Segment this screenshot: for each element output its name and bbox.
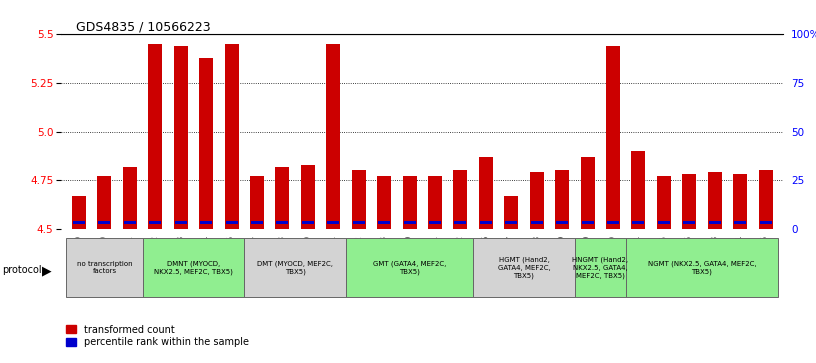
Bar	[301, 164, 315, 229]
Text: NGMT (NKX2.5, GATA4, MEF2C,
TBX5): NGMT (NKX2.5, GATA4, MEF2C, TBX5)	[648, 261, 756, 275]
FancyBboxPatch shape	[143, 238, 244, 297]
Bar	[455, 221, 467, 224]
Bar	[226, 221, 237, 224]
Bar	[73, 221, 85, 224]
Bar	[251, 221, 263, 224]
Bar	[530, 221, 543, 224]
Bar	[657, 176, 671, 229]
Text: HNGMT (Hand2,
NKX2.5, GATA4,
MEF2C, TBX5): HNGMT (Hand2, NKX2.5, GATA4, MEF2C, TBX5…	[572, 257, 628, 279]
Bar	[607, 221, 619, 224]
Bar	[580, 157, 595, 229]
Bar	[124, 221, 135, 224]
Bar	[504, 196, 518, 229]
Bar	[123, 167, 137, 229]
FancyBboxPatch shape	[473, 238, 574, 297]
Bar	[683, 221, 695, 224]
Text: no transcription
factors: no transcription factors	[77, 261, 132, 274]
Bar	[480, 221, 492, 224]
Bar	[149, 221, 162, 224]
Bar	[352, 171, 366, 229]
Bar	[326, 44, 340, 229]
Bar	[709, 221, 721, 224]
Bar	[327, 221, 339, 224]
FancyBboxPatch shape	[574, 238, 626, 297]
Text: protocol: protocol	[2, 265, 42, 276]
Text: GDS4835 / 10566223: GDS4835 / 10566223	[76, 20, 211, 33]
Bar	[760, 221, 771, 224]
Bar	[733, 174, 747, 229]
Bar	[454, 171, 468, 229]
Bar	[302, 221, 314, 224]
FancyBboxPatch shape	[626, 238, 778, 297]
Bar	[149, 44, 162, 229]
Bar	[632, 221, 645, 224]
Bar	[224, 44, 238, 229]
Bar	[353, 221, 365, 224]
Bar	[174, 46, 188, 229]
Bar	[429, 221, 441, 224]
Bar	[428, 176, 442, 229]
Bar	[72, 196, 86, 229]
Text: ▶: ▶	[42, 264, 52, 277]
Bar	[200, 221, 212, 224]
Bar	[582, 221, 593, 224]
Bar	[402, 176, 416, 229]
Bar	[658, 221, 670, 224]
Bar	[404, 221, 415, 224]
Bar	[557, 221, 568, 224]
Legend: transformed count, percentile rank within the sample: transformed count, percentile rank withi…	[66, 325, 249, 347]
Text: DMT (MYOCD, MEF2C,
TBX5): DMT (MYOCD, MEF2C, TBX5)	[257, 261, 333, 275]
Bar	[530, 172, 543, 229]
Bar	[175, 221, 187, 224]
FancyBboxPatch shape	[244, 238, 346, 297]
Text: GMT (GATA4, MEF2C,
TBX5): GMT (GATA4, MEF2C, TBX5)	[373, 261, 446, 275]
Bar	[759, 171, 773, 229]
FancyBboxPatch shape	[66, 238, 143, 297]
Text: DMNT (MYOCD,
NKX2.5, MEF2C, TBX5): DMNT (MYOCD, NKX2.5, MEF2C, TBX5)	[154, 261, 233, 275]
Bar	[632, 151, 645, 229]
Bar	[378, 221, 390, 224]
Bar	[250, 176, 264, 229]
Bar	[682, 174, 696, 229]
Bar	[707, 172, 721, 229]
Text: HGMT (Hand2,
GATA4, MEF2C,
TBX5): HGMT (Hand2, GATA4, MEF2C, TBX5)	[498, 257, 550, 279]
Bar	[277, 221, 288, 224]
Bar	[97, 176, 112, 229]
Bar	[99, 221, 110, 224]
Bar	[276, 167, 290, 229]
Bar	[606, 46, 620, 229]
FancyBboxPatch shape	[346, 238, 473, 297]
Bar	[555, 171, 569, 229]
Bar	[377, 176, 391, 229]
Bar	[734, 221, 746, 224]
Bar	[505, 221, 517, 224]
Bar	[199, 58, 213, 229]
Bar	[479, 157, 493, 229]
